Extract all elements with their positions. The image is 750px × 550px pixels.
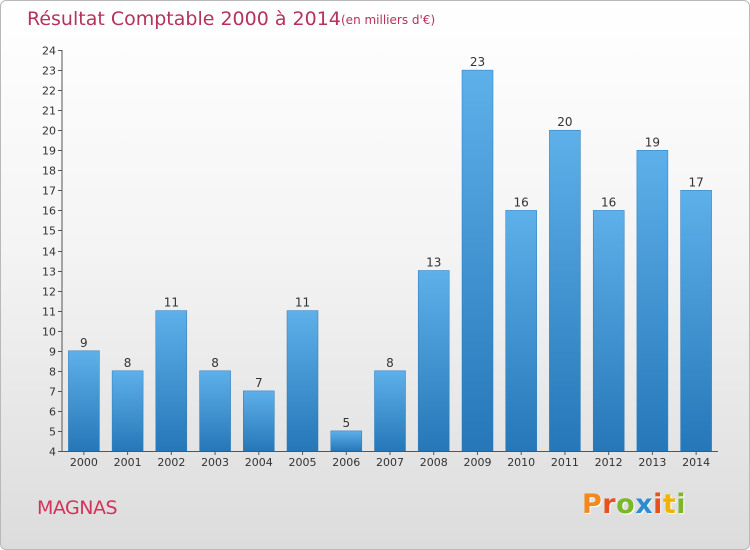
y-tick-label: 5 xyxy=(49,426,56,439)
chart-subtitle: (en milliers d'€) xyxy=(341,13,436,27)
value-label-2002: 11 xyxy=(164,296,179,310)
x-tick-label-2009: 2009 xyxy=(463,456,491,469)
y-tick-label: 15 xyxy=(42,225,56,238)
x-tick-label-2008: 2008 xyxy=(420,456,448,469)
bar-2007 xyxy=(374,370,406,452)
y-tick-label: 17 xyxy=(42,185,56,198)
value-label-2007: 8 xyxy=(386,356,394,370)
x-tick-label-2006: 2006 xyxy=(332,456,360,469)
x-tick-label-2001: 2001 xyxy=(114,456,142,469)
y-tick-label: 16 xyxy=(42,205,56,218)
bar-2008 xyxy=(417,270,450,452)
bar-2014 xyxy=(680,190,712,452)
x-tick-label-2003: 2003 xyxy=(201,456,229,469)
bars: 9 8 11 8 7 11 5 8 13 23 16 20 16 19 17 xyxy=(68,55,712,452)
x-tick-label-2014: 2014 xyxy=(682,456,710,469)
value-label-2003: 8 xyxy=(211,356,219,370)
value-label-2005: 11 xyxy=(295,296,310,310)
x-tick-label-2005: 2005 xyxy=(289,456,317,469)
y-tick-label: 20 xyxy=(42,125,56,138)
y-axis: 4 5 6 7 8 9 10 11 12 13 14 15 16 17 18 19 20 21 22 23 24 xyxy=(42,45,63,459)
y-tick-label: 21 xyxy=(42,105,56,118)
logo-letter: t xyxy=(662,489,677,520)
bar-2011 xyxy=(549,129,581,452)
y-tick-label: 14 xyxy=(42,246,56,259)
y-tick-label: 8 xyxy=(49,366,56,379)
bar-2004 xyxy=(243,390,275,452)
x-tick-label-2011: 2011 xyxy=(551,456,579,469)
y-tick-label: 18 xyxy=(42,165,56,178)
x-tick-label-2000: 2000 xyxy=(70,456,98,469)
value-label-2004: 7 xyxy=(255,376,263,390)
y-tick-label: 6 xyxy=(49,406,56,419)
bar-2006 xyxy=(330,430,363,452)
bar-2005 xyxy=(286,310,319,452)
x-tick-label-2007: 2007 xyxy=(376,456,404,469)
x-tick-label-2013: 2013 xyxy=(638,456,666,469)
value-label-2000: 9 xyxy=(80,336,88,350)
proxiti-logo[interactable]: Proxiti xyxy=(582,489,686,520)
y-tick-label: 10 xyxy=(42,326,56,339)
bar-2002 xyxy=(155,310,188,452)
x-tick-label-2010: 2010 xyxy=(507,456,535,469)
y-tick-label: 9 xyxy=(49,346,56,359)
x-tick-label-2012: 2012 xyxy=(595,456,623,469)
value-label-2014: 17 xyxy=(688,175,703,189)
bar-2012 xyxy=(592,210,625,452)
bar-2010 xyxy=(505,210,537,452)
x-tick-label-2004: 2004 xyxy=(245,456,273,469)
y-tick-label: 24 xyxy=(42,45,56,58)
logo-letter: P xyxy=(582,489,603,520)
logo-letter: i xyxy=(653,489,663,520)
bar-2013 xyxy=(636,150,669,452)
value-label-2010: 16 xyxy=(514,195,529,209)
value-label-2012: 16 xyxy=(601,195,616,209)
x-axis: 2000 2001 2002 2003 2004 2005 2006 2007 2008 2009… xyxy=(62,451,718,469)
value-label-2008: 13 xyxy=(426,256,441,270)
value-label-2001: 8 xyxy=(124,356,132,370)
bar-2003 xyxy=(199,370,231,452)
chart-title: Résultat Comptable 2000 à 2014 xyxy=(27,8,341,30)
y-tick-label: 19 xyxy=(42,145,56,158)
y-tick-label: 22 xyxy=(42,85,56,98)
y-tick-label: 7 xyxy=(49,386,56,399)
logo-letter: o xyxy=(616,489,636,520)
bar-2009 xyxy=(461,69,494,452)
value-label-2013: 19 xyxy=(645,135,660,149)
value-label-2006: 5 xyxy=(342,416,350,430)
commune-name: MAGNAS xyxy=(37,497,118,519)
value-label-2009: 23 xyxy=(470,55,485,69)
y-tick-label: 13 xyxy=(42,266,56,279)
y-tick-label: 12 xyxy=(42,286,56,299)
x-tick-label-2002: 2002 xyxy=(157,456,185,469)
bar-2001 xyxy=(111,370,144,452)
logo-letter: r xyxy=(602,489,617,520)
logo-letter: x xyxy=(635,489,654,520)
y-tick-label: 4 xyxy=(49,446,56,459)
logo-letter: i xyxy=(676,489,687,520)
y-tick-label: 11 xyxy=(42,306,56,319)
y-tick-label: 23 xyxy=(42,65,56,78)
value-label-2011: 20 xyxy=(557,115,572,129)
bar-2000 xyxy=(68,350,100,452)
